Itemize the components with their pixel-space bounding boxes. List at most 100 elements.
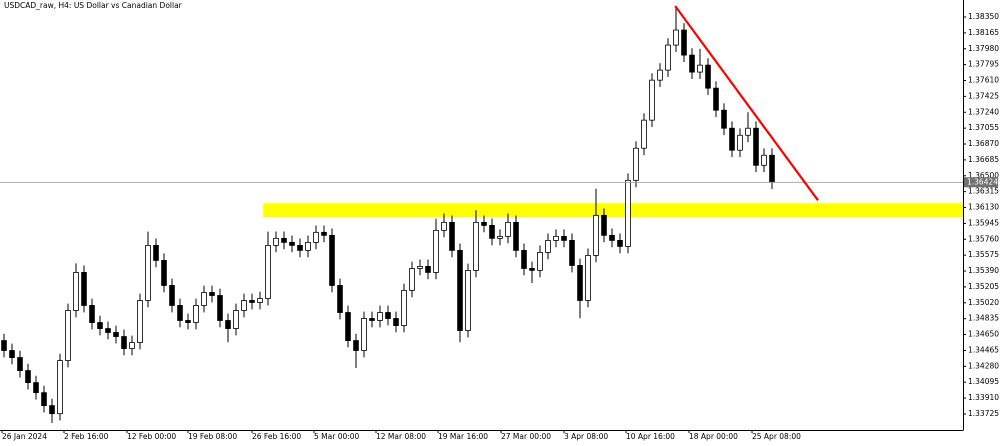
candle-body [649, 79, 655, 121]
trend-line [674, 5, 819, 201]
candle-body [401, 290, 407, 326]
candle-body [425, 266, 431, 273]
y-tick-label: 1.36685 [968, 155, 999, 164]
y-tick-label: 1.34465 [968, 345, 999, 354]
candle-body [33, 382, 39, 394]
candle-body [305, 241, 311, 251]
y-tick-label: 1.35945 [968, 218, 999, 227]
candle-body [49, 405, 55, 415]
y-tick-label: 1.35205 [968, 282, 999, 291]
candle-body [697, 64, 703, 73]
candle-body [177, 305, 183, 321]
y-tick-label: 1.34835 [968, 314, 999, 323]
candle-body [657, 69, 663, 81]
candle-body [265, 244, 271, 299]
candle-body [161, 260, 167, 286]
candle-body [553, 235, 559, 241]
candle-body [569, 240, 575, 266]
candle-body [737, 134, 743, 151]
candle-body [281, 237, 287, 243]
x-tick-label: 27 Mar 00:00 [501, 432, 551, 441]
y-tick-label: 1.37425 [968, 91, 999, 100]
candle-body [345, 312, 351, 341]
candle-body [465, 270, 471, 331]
x-tick-label: 19 Mar 16:00 [438, 432, 488, 441]
candle-body [289, 241, 295, 246]
y-tick-label: 1.33725 [968, 409, 999, 418]
x-tick-label: 12 Feb 00:00 [127, 432, 176, 441]
candle-body [641, 119, 647, 149]
y-tick-label: 1.37980 [968, 44, 999, 53]
x-tick-label: 10 Apr 16:00 [626, 432, 675, 441]
x-tick-label: 25 Apr 08:00 [752, 432, 801, 441]
y-tick-label: 1.38350 [968, 12, 999, 21]
candle-body [185, 320, 191, 323]
candle-body [601, 214, 607, 236]
candles-layer [1, 7, 775, 423]
y-tick-label: 1.36315 [968, 187, 999, 196]
candle-body [529, 268, 535, 271]
candle-body [593, 214, 599, 256]
candle-body [473, 221, 479, 271]
candle-body [25, 370, 31, 384]
candle-body [57, 360, 63, 415]
candle-body [145, 244, 151, 301]
x-tick-label: 26 Feb 16:00 [252, 432, 301, 441]
candle-body [1, 340, 7, 351]
candle-body [121, 336, 127, 349]
candle-body [209, 292, 215, 296]
candle-body [377, 312, 383, 321]
candle-body [721, 109, 727, 129]
candle-body [481, 221, 487, 226]
candle-body [705, 64, 711, 89]
y-tick-label: 1.34650 [968, 330, 999, 339]
y-tick-label: 1.35760 [968, 234, 999, 243]
candle-body [433, 229, 439, 273]
x-tick-label: 3 Apr 08:00 [564, 432, 608, 441]
candle-body [673, 29, 679, 46]
y-tick-label: 1.34280 [968, 361, 999, 370]
zone-layer [263, 203, 963, 218]
y-tick-label: 1.37055 [968, 123, 999, 132]
y-tick-label: 1.33910 [968, 393, 999, 402]
candle-body [81, 272, 87, 306]
candle-body [113, 332, 119, 337]
candle-body [241, 300, 247, 311]
candle-body [457, 249, 463, 331]
y-tick-label: 1.35390 [968, 266, 999, 275]
y-tick-label: 1.34095 [968, 377, 999, 386]
chart-title: USDCAD_raw, H4: US Dollar vs Canadian Do… [4, 1, 183, 10]
y-tick-label: 1.37795 [968, 60, 999, 69]
candle-body [41, 392, 47, 407]
candle-body [561, 235, 567, 241]
candle-body [609, 234, 615, 241]
candle-body [73, 272, 79, 311]
y-tick-label: 1.37610 [968, 76, 999, 85]
price-label: 1.36424 [967, 177, 998, 186]
candle-body [361, 318, 367, 351]
y-tick-label: 1.36500 [968, 171, 999, 180]
candle-body [225, 320, 231, 329]
candle-body [129, 342, 135, 349]
candle-body [665, 44, 671, 71]
candle-body [233, 310, 239, 329]
candle-body [537, 252, 543, 271]
x-tick-label: 19 Feb 08:00 [188, 432, 237, 441]
candle-body [249, 300, 255, 303]
candle-body [105, 328, 111, 333]
candle-body [761, 154, 767, 166]
candle-body [273, 237, 279, 246]
candle-body [681, 29, 687, 56]
candle-body [9, 350, 15, 358]
candle-body [689, 54, 695, 73]
candle-body [329, 234, 335, 286]
price-label-box [964, 177, 998, 188]
candle-body [625, 179, 631, 247]
candle-body [321, 231, 327, 236]
x-tick-label: 5 Mar 00:00 [314, 432, 360, 441]
candle-body [577, 265, 583, 301]
candle-body [545, 240, 551, 253]
candle-body [585, 255, 591, 301]
candle-body [201, 292, 207, 306]
